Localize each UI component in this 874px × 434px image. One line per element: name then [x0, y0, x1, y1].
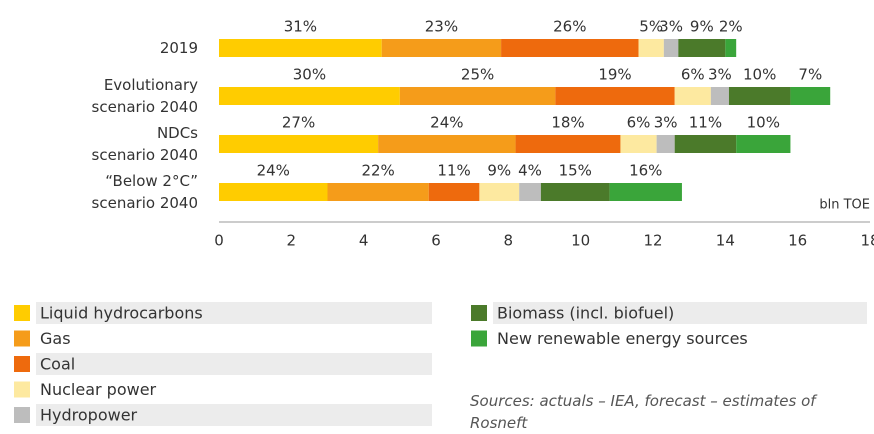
- legend-label: New renewable energy sources: [497, 329, 748, 348]
- legend-label: Hydropower: [40, 406, 138, 425]
- legend-swatch: [14, 356, 30, 372]
- segment-label: 9%: [690, 18, 714, 36]
- legend-swatch: [14, 381, 30, 398]
- bar-segment: [399, 87, 556, 105]
- segment-label: 16%: [629, 162, 662, 180]
- legend-label: Gas: [40, 329, 71, 348]
- segment-label: 6%: [681, 66, 705, 84]
- legend-label: Liquid hydrocarbons: [40, 304, 203, 323]
- legend-label: Nuclear power: [40, 380, 157, 399]
- legend-swatch: [471, 305, 487, 321]
- x-tick-label: 0: [214, 232, 224, 250]
- segment-label: 19%: [598, 66, 631, 84]
- legend-row-bg: [493, 302, 867, 324]
- segment-label: 10%: [743, 66, 776, 84]
- segment-label: 10%: [747, 114, 780, 132]
- x-tick-label: 8: [504, 232, 514, 250]
- bar-segment: [381, 39, 502, 57]
- source-note: Sources: actuals – IEA, forecast – estim…: [470, 392, 816, 432]
- bar-segment: [515, 135, 621, 153]
- category-label: “Below 2°C” scenario 2040: [91, 172, 198, 212]
- segment-label: 24%: [257, 162, 290, 180]
- bar-segment: [540, 183, 610, 201]
- legend-label: Coal: [40, 355, 75, 374]
- segment-label: 23%: [425, 18, 458, 36]
- bar-segment: [479, 183, 520, 201]
- segment-label: 24%: [430, 114, 463, 132]
- bar-segment: [678, 39, 726, 57]
- bar-segment: [725, 39, 737, 57]
- bar-segment: [327, 183, 429, 201]
- segment-label: 6%: [627, 114, 651, 132]
- x-tick-label: 2: [287, 232, 297, 250]
- bar-segment: [219, 183, 328, 201]
- segment-label: 15%: [559, 162, 592, 180]
- segment-label: 22%: [361, 162, 394, 180]
- bar-segment: [736, 135, 791, 153]
- bar-segment: [519, 183, 541, 201]
- bar-segment: [663, 39, 679, 57]
- x-tick-label: 4: [359, 232, 369, 250]
- bar-segment: [620, 135, 657, 153]
- legend-swatch: [14, 305, 30, 321]
- legend-row-bg: [36, 353, 432, 375]
- bar-segment: [790, 87, 831, 105]
- legend-swatch: [471, 330, 487, 347]
- segment-label: 2%: [719, 18, 743, 36]
- x-tick-label: 14: [716, 232, 735, 250]
- segment-label: 11%: [437, 162, 470, 180]
- x-tick-label: 18: [860, 232, 874, 250]
- segment-label: 11%: [689, 114, 722, 132]
- segment-label: 3%: [654, 114, 678, 132]
- bar-segment: [219, 135, 379, 153]
- segment-label: 5%: [639, 18, 663, 36]
- bar-segment: [656, 135, 675, 153]
- segment-label: 18%: [551, 114, 584, 132]
- legend-row-bg: [36, 302, 432, 324]
- legend-label: Biomass (incl. biofuel): [497, 304, 674, 323]
- segment-label: 3%: [708, 66, 732, 84]
- legend-swatch: [14, 330, 30, 347]
- legend-swatch: [14, 407, 30, 423]
- category-label: NDCs scenario 2040: [91, 124, 198, 164]
- bar-segment: [674, 87, 711, 105]
- segment-label: 4%: [518, 162, 542, 180]
- segment-label: 30%: [293, 66, 326, 84]
- bar-segment: [378, 135, 516, 153]
- x-tick-label: 12: [643, 232, 662, 250]
- x-tick-label: 16: [788, 232, 807, 250]
- bar-segment: [710, 87, 729, 105]
- category-label: 2019: [159, 39, 198, 57]
- bar-segment: [555, 87, 675, 105]
- bar-segment: [728, 87, 791, 105]
- segment-label: 9%: [487, 162, 511, 180]
- x-tick-label: 6: [431, 232, 441, 250]
- bar-segment: [219, 39, 382, 57]
- x-tick-label: 10: [571, 232, 590, 250]
- segment-label: 25%: [461, 66, 494, 84]
- legend-row-bg: [36, 404, 432, 426]
- category-label: Evolutionary scenario 2040: [91, 76, 198, 116]
- segment-label: 31%: [284, 18, 317, 36]
- bar-segment: [501, 39, 639, 57]
- bar-segment: [674, 135, 737, 153]
- bar-segment: [638, 39, 664, 57]
- bar-segment: [428, 183, 480, 201]
- segment-label: 3%: [659, 18, 683, 36]
- bar-segment: [609, 183, 682, 201]
- bar-segment: [219, 87, 400, 105]
- x-axis-label: bln TOE: [819, 198, 870, 213]
- segment-label: 26%: [553, 18, 586, 36]
- segment-label: 7%: [798, 66, 822, 84]
- segment-label: 27%: [282, 114, 315, 132]
